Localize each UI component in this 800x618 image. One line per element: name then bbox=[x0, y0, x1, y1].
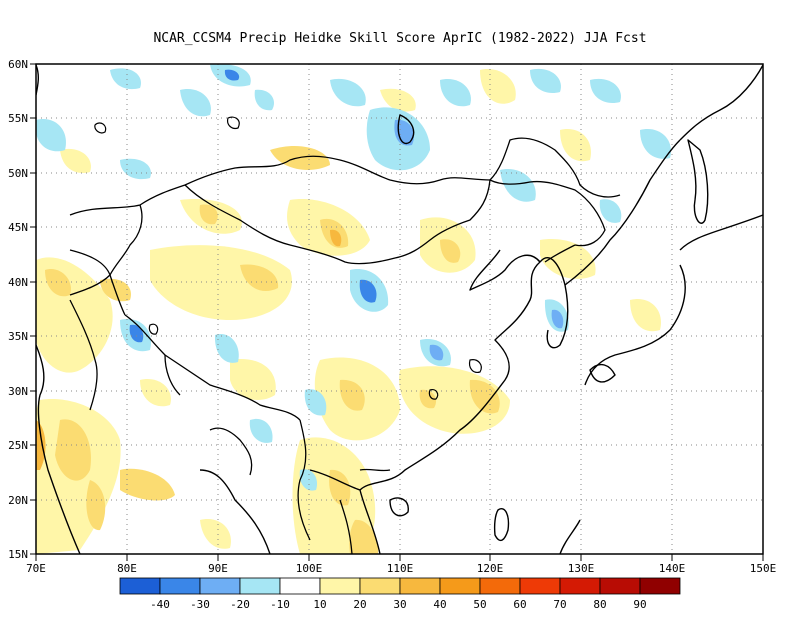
lat-label-55n: 55N bbox=[8, 112, 28, 125]
lat-labels: 15N 20N 25N 30N 35N 40N 45N 50N 55N 60N bbox=[8, 58, 28, 561]
plot-area bbox=[36, 64, 763, 554]
lat-label-30n: 30N bbox=[8, 385, 28, 398]
colorbar-swatch bbox=[599, 577, 641, 595]
lat-label-20n: 20N bbox=[8, 494, 28, 507]
colorbar-labels: -40 -30 -20 -10 10 20 30 40 50 60 70 80 90 bbox=[150, 598, 647, 611]
colorbar-swatch bbox=[439, 577, 481, 595]
country-border bbox=[69, 137, 621, 554]
colorbar-swatch bbox=[479, 577, 521, 595]
lat-label-25n: 25N bbox=[8, 439, 28, 452]
colorbar-swatch bbox=[199, 577, 241, 595]
lat-label-60n: 60N bbox=[8, 58, 28, 71]
lat-label-40n: 40N bbox=[8, 276, 28, 289]
colorbar-swatch bbox=[239, 577, 281, 595]
lon-labels: 70E 80E 90E 100E 110E 120E 130E 140E 150… bbox=[26, 562, 776, 575]
colorbar-swatch bbox=[359, 577, 401, 595]
colorbar-swatch bbox=[119, 577, 161, 595]
colorbar-label: 40 bbox=[433, 598, 446, 611]
colorbar-label: -20 bbox=[230, 598, 250, 611]
lon-label-80e: 80E bbox=[117, 562, 137, 575]
lakes-islands bbox=[94, 116, 482, 400]
lon-label-140e: 140E bbox=[659, 562, 686, 575]
lat-label-50n: 50N bbox=[8, 167, 28, 180]
colorbar-label: 60 bbox=[513, 598, 526, 611]
map-title: NCAR_CCSM4 Precip Heidke Skill Score Apr… bbox=[153, 31, 646, 46]
lat-label-45n: 45N bbox=[8, 221, 28, 234]
colorbar-label: -40 bbox=[150, 598, 170, 611]
lon-label-70e: 70E bbox=[26, 562, 46, 575]
lon-label-130e: 130E bbox=[568, 562, 595, 575]
colorbar-label: 50 bbox=[473, 598, 486, 611]
lon-label-100e: 100E bbox=[296, 562, 323, 575]
colorbar-boxes bbox=[119, 577, 681, 595]
lon-label-90e: 90E bbox=[208, 562, 228, 575]
colorbar-swatch bbox=[559, 577, 601, 595]
colorbar-label: 90 bbox=[633, 598, 646, 611]
colorbar-label: 30 bbox=[393, 598, 406, 611]
colorbar-swatch bbox=[319, 577, 361, 595]
coastline-outline bbox=[36, 64, 763, 554]
lon-label-110e: 110E bbox=[387, 562, 414, 575]
lon-label-150e: 150E bbox=[750, 562, 777, 575]
lat-label-35n: 35N bbox=[8, 330, 28, 343]
skill-patches bbox=[36, 64, 671, 554]
colorbar-label: 70 bbox=[553, 598, 566, 611]
colorbar-label: -10 bbox=[270, 598, 290, 611]
colorbar-label: 20 bbox=[353, 598, 366, 611]
colorbar-swatch bbox=[639, 577, 681, 595]
colorbar-swatch bbox=[519, 577, 561, 595]
lat-label-15n: 15N bbox=[8, 548, 28, 561]
axis-ticks bbox=[30, 63, 764, 561]
colorbar-swatch bbox=[279, 577, 321, 595]
lon-label-120e: 120E bbox=[477, 562, 504, 575]
colorbar-swatch bbox=[399, 577, 441, 595]
colorbar-label: 10 bbox=[313, 598, 326, 611]
colorbar: -40 -30 -20 -10 10 20 30 40 50 60 70 80 90 bbox=[119, 577, 681, 611]
colorbar-label: 80 bbox=[593, 598, 606, 611]
colorbar-label: -30 bbox=[190, 598, 210, 611]
colorbar-swatch bbox=[159, 577, 201, 595]
grid-lines bbox=[36, 64, 763, 554]
